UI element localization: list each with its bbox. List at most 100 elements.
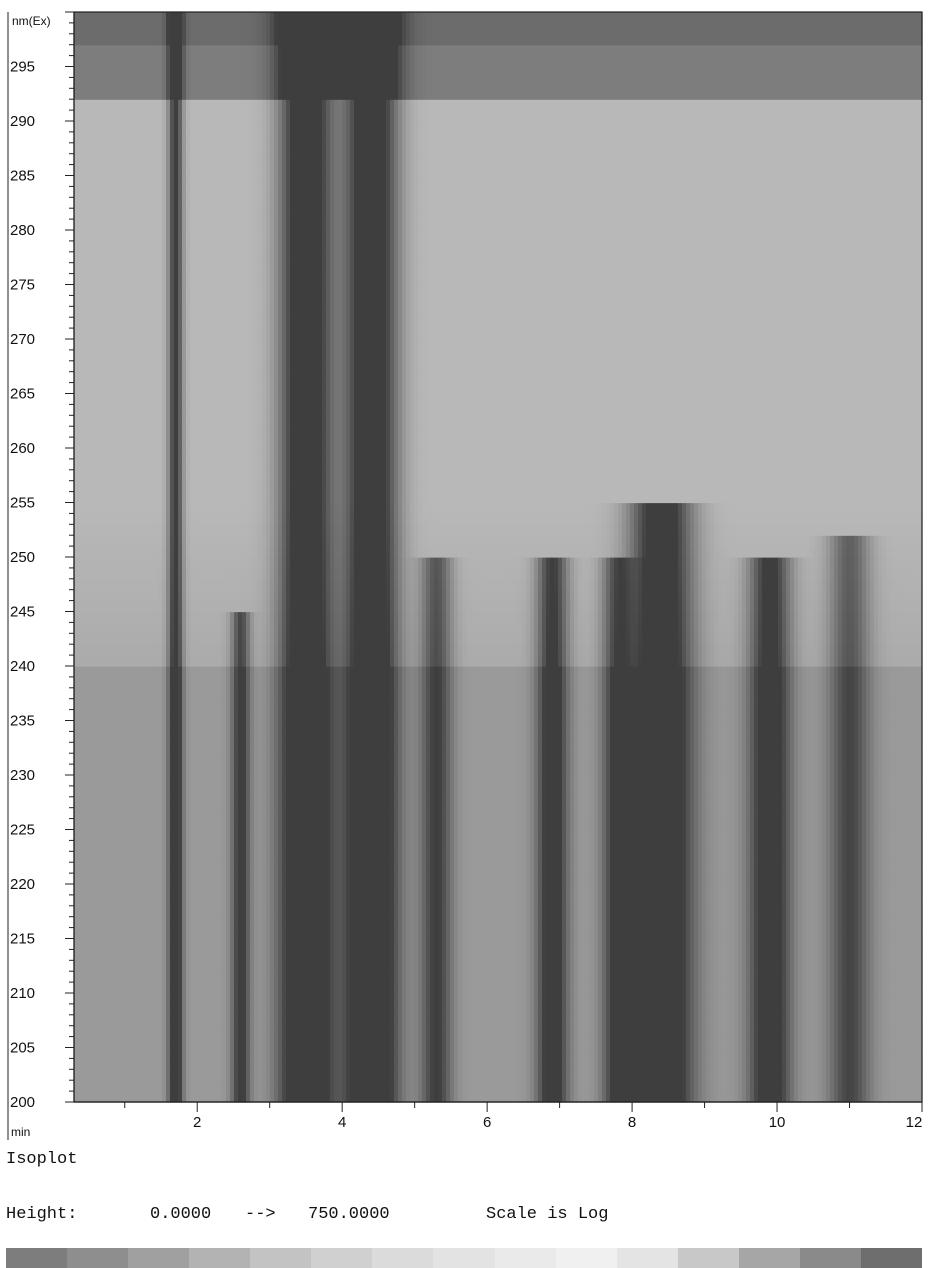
- heatmap-cell: [470, 1003, 475, 1016]
- heatmap-cell: [506, 938, 511, 950]
- heatmap-cell: [826, 949, 831, 961]
- heatmap-cell: [762, 1025, 767, 1038]
- heatmap-cell: [486, 993, 491, 1005]
- heatmap-cell: [214, 1091, 219, 1103]
- heatmap-cell: [418, 971, 423, 983]
- heatmap-cell: [146, 894, 151, 907]
- heatmap-cell: [822, 1069, 827, 1081]
- heatmap-cell: [446, 1058, 451, 1070]
- heatmap-cell: [874, 949, 879, 961]
- heatmap-cell: [818, 1025, 823, 1038]
- heatmap-cell: [682, 1080, 687, 1092]
- heatmap-cell: [774, 894, 779, 907]
- heatmap-cell: [662, 949, 667, 961]
- heatmap-cell: [454, 971, 459, 983]
- heatmap-cell: [810, 949, 815, 961]
- heatmap-cell: [702, 1014, 707, 1027]
- heatmap-cell: [906, 884, 911, 896]
- heatmap-cell: [414, 960, 419, 972]
- heatmap-cell: [270, 884, 275, 896]
- heatmap-cell: [334, 1047, 339, 1059]
- heatmap-cell: [646, 1003, 651, 1016]
- heatmap-cell: [130, 916, 135, 929]
- heatmap-cell: [218, 1003, 223, 1016]
- heatmap-cell: [362, 938, 367, 950]
- heatmap-cell: [230, 851, 235, 863]
- heatmap-cell: [158, 1025, 163, 1038]
- heatmap-cell: [802, 971, 807, 983]
- heatmap-cell: [774, 1047, 779, 1059]
- heatmap-cell: [630, 894, 635, 907]
- heatmap-cell: [714, 1069, 719, 1081]
- heatmap-cell: [550, 916, 555, 929]
- heatmap-cell: [446, 894, 451, 907]
- heatmap-cell: [714, 960, 719, 972]
- heatmap-cell: [574, 1047, 579, 1059]
- heatmap-cell: [458, 1036, 463, 1049]
- heatmap-cell: [406, 862, 411, 874]
- heatmap-cell: [586, 905, 591, 918]
- heatmap-cell: [670, 1080, 675, 1092]
- heatmap-cell: [778, 1047, 783, 1059]
- heatmap-cell: [706, 960, 711, 972]
- heatmap-cell: [642, 927, 647, 940]
- heatmap-cell: [618, 938, 623, 950]
- heatmap-cell: [678, 1036, 683, 1049]
- heatmap-cell: [342, 905, 347, 918]
- heatmap-cell: [226, 840, 231, 852]
- heatmap-cell: [394, 916, 399, 929]
- heatmap-cell: [82, 949, 87, 961]
- heatmap-cell: [282, 1091, 287, 1103]
- heatmap-cell: [510, 971, 515, 983]
- heatmap-cell: [426, 938, 431, 950]
- heatmap-cell: [246, 862, 251, 874]
- heatmap-cell: [638, 862, 643, 874]
- heatmap-cell: [362, 873, 367, 885]
- heatmap-cell: [570, 1003, 575, 1016]
- heatmap-cell: [862, 938, 867, 950]
- heatmap-cell: [718, 851, 723, 863]
- heatmap-cell: [94, 873, 99, 885]
- heatmap-cell: [190, 1080, 195, 1092]
- heatmap-cell: [402, 938, 407, 950]
- heatmap-cell: [586, 916, 591, 929]
- heatmap-cell: [90, 927, 95, 940]
- heatmap-cell: [298, 938, 303, 950]
- heatmap-cell: [498, 1003, 503, 1016]
- heatmap-cell: [734, 938, 739, 950]
- heatmap-cell: [266, 1025, 271, 1038]
- heatmap-cell: [310, 1003, 315, 1016]
- heatmap-cell: [214, 1036, 219, 1049]
- heatmap-cell: [674, 894, 679, 907]
- heatmap-cell: [178, 927, 183, 940]
- heatmap-cell: [878, 982, 883, 994]
- heatmap-cell: [870, 1047, 875, 1059]
- heatmap-cell: [142, 884, 147, 896]
- heatmap-cell: [742, 851, 747, 863]
- heatmap-cell: [838, 1047, 843, 1059]
- heatmap-cell: [302, 949, 307, 961]
- heatmap-cell: [342, 1080, 347, 1092]
- heatmap-cell: [582, 982, 587, 994]
- heatmap-cell: [386, 982, 391, 994]
- heatmap-cell: [786, 905, 791, 918]
- heatmap-cell: [734, 1069, 739, 1081]
- heatmap-cell: [650, 1003, 655, 1016]
- heatmap-cell: [610, 1080, 615, 1092]
- heatmap-cell: [814, 905, 819, 918]
- heatmap-cell: [186, 1036, 191, 1049]
- heatmap-cell: [206, 1080, 211, 1092]
- heatmap-cell: [122, 894, 127, 907]
- heatmap-cell: [422, 938, 427, 950]
- heatmap-cell: [582, 938, 587, 950]
- heatmap-cell: [854, 894, 859, 907]
- heatmap-cell: [158, 971, 163, 983]
- heatmap-cell: [198, 1003, 203, 1016]
- heatmap-cell: [878, 916, 883, 929]
- heatmap-cell: [390, 840, 395, 852]
- heatmap-cell: [238, 960, 243, 972]
- heatmap-cell: [362, 851, 367, 863]
- heatmap-cell: [494, 1080, 499, 1092]
- heatmap-cell: [342, 884, 347, 896]
- heatmap-cell: [386, 884, 391, 896]
